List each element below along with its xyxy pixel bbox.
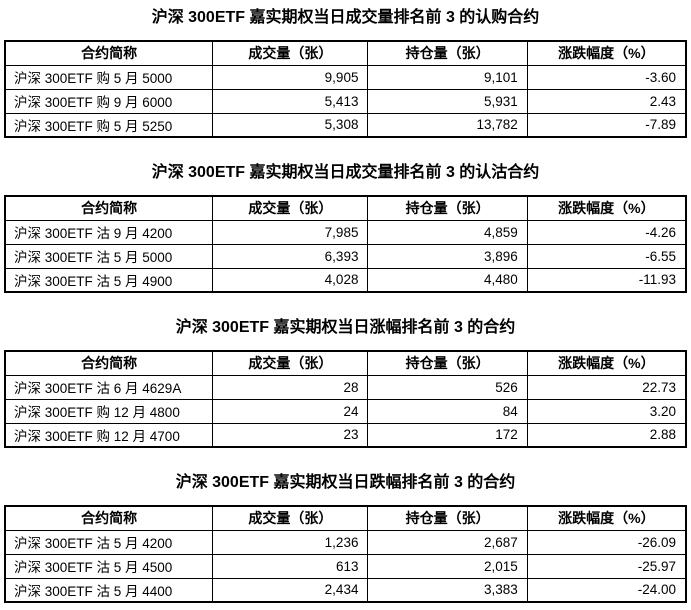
volume-cell: 9,905 bbox=[212, 64, 369, 90]
volume-cell: 24 bbox=[212, 398, 369, 424]
contract-name-cell: 沪深 300ETF 沽 5 月 5000 bbox=[4, 243, 214, 269]
contract-name-cell: 沪深 300ETF 沽 5 月 4900 bbox=[4, 267, 214, 293]
contract-name-cell: 沪深 300ETF 购 9 月 6000 bbox=[4, 88, 214, 114]
change-pct-cell: -25.97 bbox=[526, 553, 687, 579]
contract-name-cell: 沪深 300ETF 沽 5 月 4400 bbox=[4, 577, 214, 603]
data-table-put-volume: 合约简称 成交量（张） 持仓量（张） 涨跌幅度（%） 沪深 300ETF 沽 9… bbox=[4, 195, 687, 293]
data-table-gainers: 合约简称 成交量（张） 持仓量（张） 涨跌幅度（%） 沪深 300ETF 沽 6… bbox=[4, 350, 687, 448]
volume-cell: 23 bbox=[212, 422, 369, 448]
table-row: 沪深 300ETF 购 12 月 4800 24 84 3.20 bbox=[4, 398, 687, 424]
table-row: 沪深 300ETF 购 12 月 4700 23 172 2.88 bbox=[4, 422, 687, 448]
col-header-open-interest: 持仓量（张） bbox=[367, 40, 528, 66]
table-row: 沪深 300ETF 沽 5 月 4900 4,028 4,480 -11.93 bbox=[4, 267, 687, 293]
change-pct-cell: -24.00 bbox=[526, 577, 687, 603]
section-top3-call-by-volume: 沪深 300ETF 嘉实期权当日成交量排名前 3 的认购合约 合约简称 成交量（… bbox=[4, 8, 687, 138]
contract-name-cell: 沪深 300ETF 购 5 月 5000 bbox=[4, 64, 214, 90]
col-header-change-pct: 涨跌幅度（%） bbox=[526, 505, 687, 531]
contract-name-cell: 沪深 300ETF 沽 5 月 4200 bbox=[4, 529, 214, 555]
data-table-call-volume: 合约简称 成交量（张） 持仓量（张） 涨跌幅度（%） 沪深 300ETF 购 5… bbox=[4, 40, 687, 138]
section-top3-losers: 沪深 300ETF 嘉实期权当日跌幅排名前 3 的合约 合约简称 成交量（张） … bbox=[4, 473, 687, 603]
open-interest-cell: 13,782 bbox=[367, 112, 528, 138]
contract-name-cell: 沪深 300ETF 沽 9 月 4200 bbox=[4, 219, 214, 245]
volume-cell: 2,434 bbox=[212, 577, 369, 603]
section-top3-gainers: 沪深 300ETF 嘉实期权当日涨幅排名前 3 的合约 合约简称 成交量（张） … bbox=[4, 318, 687, 448]
table-row: 沪深 300ETF 购 5 月 5250 5,308 13,782 -7.89 bbox=[4, 112, 687, 138]
change-pct-cell: 2.43 bbox=[526, 88, 687, 114]
change-pct-cell: -6.55 bbox=[526, 243, 687, 269]
table-row: 沪深 300ETF 沽 9 月 4200 7,985 4,859 -4.26 bbox=[4, 219, 687, 245]
section-top3-put-by-volume: 沪深 300ETF 嘉实期权当日成交量排名前 3 的认沽合约 合约简称 成交量（… bbox=[4, 163, 687, 293]
table-row: 沪深 300ETF 沽 5 月 5000 6,393 3,896 -6.55 bbox=[4, 243, 687, 269]
col-header-change-pct: 涨跌幅度（%） bbox=[526, 195, 687, 221]
data-table-losers: 合约简称 成交量（张） 持仓量（张） 涨跌幅度（%） 沪深 300ETF 沽 5… bbox=[4, 505, 687, 603]
contract-name-cell: 沪深 300ETF 沽 6 月 4629A bbox=[4, 374, 214, 400]
header-row: 合约简称 成交量（张） 持仓量（张） 涨跌幅度（%） bbox=[4, 350, 687, 376]
volume-cell: 7,985 bbox=[212, 219, 369, 245]
volume-cell: 5,413 bbox=[212, 88, 369, 114]
header-row: 合约简称 成交量（张） 持仓量（张） 涨跌幅度（%） bbox=[4, 195, 687, 221]
open-interest-cell: 3,383 bbox=[367, 577, 528, 603]
header-row: 合约简称 成交量（张） 持仓量（张） 涨跌幅度（%） bbox=[4, 505, 687, 531]
table-row: 沪深 300ETF 沽 5 月 4200 1,236 2,687 -26.09 bbox=[4, 529, 687, 555]
table-title: 沪深 300ETF 嘉实期权当日跌幅排名前 3 的合约 bbox=[175, 474, 516, 491]
volume-cell: 6,393 bbox=[212, 243, 369, 269]
col-header-volume: 成交量（张） bbox=[212, 350, 369, 376]
volume-cell: 1,236 bbox=[212, 529, 369, 555]
table-row: 沪深 300ETF 沽 5 月 4400 2,434 3,383 -24.00 bbox=[4, 577, 687, 603]
table-title: 沪深 300ETF 嘉实期权当日成交量排名前 3 的认沽合约 bbox=[151, 164, 540, 181]
col-header-change-pct: 涨跌幅度（%） bbox=[526, 350, 687, 376]
col-header-volume: 成交量（张） bbox=[212, 505, 369, 531]
table-row: 沪深 300ETF 购 9 月 6000 5,413 5,931 2.43 bbox=[4, 88, 687, 114]
open-interest-cell: 5,931 bbox=[367, 88, 528, 114]
col-header-contract: 合约简称 bbox=[4, 195, 214, 221]
change-pct-cell: 3.20 bbox=[526, 398, 687, 424]
volume-cell: 5,308 bbox=[212, 112, 369, 138]
table-row: 沪深 300ETF 购 5 月 5000 9,905 9,101 -3.60 bbox=[4, 64, 687, 90]
change-pct-cell: -7.89 bbox=[526, 112, 687, 138]
open-interest-cell: 2,015 bbox=[367, 553, 528, 579]
contract-name-cell: 沪深 300ETF 购 12 月 4700 bbox=[4, 422, 214, 448]
col-header-volume: 成交量（张） bbox=[212, 195, 369, 221]
open-interest-cell: 172 bbox=[367, 422, 528, 448]
col-header-open-interest: 持仓量（张） bbox=[367, 505, 528, 531]
contract-name-cell: 沪深 300ETF 购 12 月 4800 bbox=[4, 398, 214, 424]
contract-name-cell: 沪深 300ETF 沽 5 月 4500 bbox=[4, 553, 214, 579]
contract-name-cell: 沪深 300ETF 购 5 月 5250 bbox=[4, 112, 214, 138]
change-pct-cell: -26.09 bbox=[526, 529, 687, 555]
table-title: 沪深 300ETF 嘉实期权当日涨幅排名前 3 的合约 bbox=[175, 319, 516, 336]
change-pct-cell: -3.60 bbox=[526, 64, 687, 90]
col-header-open-interest: 持仓量（张） bbox=[367, 350, 528, 376]
open-interest-cell: 4,859 bbox=[367, 219, 528, 245]
change-pct-cell: 22.73 bbox=[526, 374, 687, 400]
col-header-volume: 成交量（张） bbox=[212, 40, 369, 66]
table-row: 沪深 300ETF 沽 5 月 4500 613 2,015 -25.97 bbox=[4, 553, 687, 579]
open-interest-cell: 526 bbox=[367, 374, 528, 400]
table-title: 沪深 300ETF 嘉实期权当日成交量排名前 3 的认购合约 bbox=[151, 9, 540, 26]
header-row: 合约简称 成交量（张） 持仓量（张） 涨跌幅度（%） bbox=[4, 40, 687, 66]
col-header-open-interest: 持仓量（张） bbox=[367, 195, 528, 221]
change-pct-cell: -11.93 bbox=[526, 267, 687, 293]
open-interest-cell: 84 bbox=[367, 398, 528, 424]
volume-cell: 613 bbox=[212, 553, 369, 579]
volume-cell: 4,028 bbox=[212, 267, 369, 293]
open-interest-cell: 2,687 bbox=[367, 529, 528, 555]
col-header-contract: 合约简称 bbox=[4, 350, 214, 376]
col-header-change-pct: 涨跌幅度（%） bbox=[526, 40, 687, 66]
col-header-contract: 合约简称 bbox=[4, 505, 214, 531]
open-interest-cell: 4,480 bbox=[367, 267, 528, 293]
table-row: 沪深 300ETF 沽 6 月 4629A 28 526 22.73 bbox=[4, 374, 687, 400]
change-pct-cell: -4.26 bbox=[526, 219, 687, 245]
volume-cell: 28 bbox=[212, 374, 369, 400]
open-interest-cell: 3,896 bbox=[367, 243, 528, 269]
col-header-contract: 合约简称 bbox=[4, 40, 214, 66]
open-interest-cell: 9,101 bbox=[367, 64, 528, 90]
change-pct-cell: 2.88 bbox=[526, 422, 687, 448]
